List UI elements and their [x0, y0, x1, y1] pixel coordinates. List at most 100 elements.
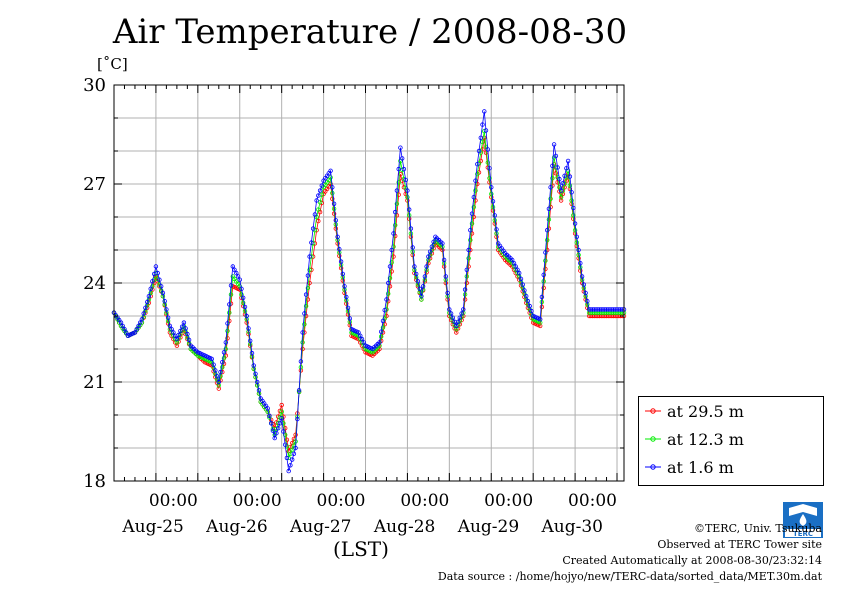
- data-point: [396, 166, 401, 172]
- data-point: [144, 299, 150, 305]
- data-point: [461, 307, 466, 312]
- data-point: [255, 379, 260, 385]
- data-point: [265, 406, 270, 411]
- data-point: [473, 178, 478, 183]
- data-point: [317, 188, 323, 193]
- data-point: [462, 287, 468, 292]
- data-point: [270, 428, 276, 433]
- credits-block: ©TERC, Univ. Tsukuba Observed at TERC To…: [438, 521, 822, 585]
- data-point: [585, 299, 590, 304]
- data-point: [541, 285, 546, 291]
- data-point: [153, 264, 159, 269]
- data-point: [548, 196, 553, 201]
- y-tick-label: 18: [83, 471, 106, 492]
- data-point: [527, 303, 532, 309]
- data-point: [429, 244, 435, 249]
- data-point: [387, 264, 393, 269]
- data-point: [227, 310, 232, 315]
- data-point: [576, 247, 581, 253]
- terc-logo-icon: TERC: [783, 502, 823, 538]
- data-point: [441, 257, 447, 263]
- data-point: [123, 330, 129, 335]
- y-tick-label: 24: [83, 273, 106, 294]
- data-point: [400, 156, 405, 161]
- data-point: [277, 421, 283, 426]
- data-point: [565, 158, 571, 164]
- data-point: [269, 421, 274, 426]
- data-point: [555, 165, 560, 170]
- data-point: [579, 274, 585, 279]
- data-point: [581, 282, 586, 287]
- data-point: [169, 327, 174, 332]
- data-point: [171, 330, 176, 335]
- data-point: [487, 166, 492, 171]
- data-point: [136, 323, 141, 329]
- data-point: [174, 336, 180, 342]
- data-point: [548, 185, 553, 190]
- data-point: [480, 147, 485, 152]
- data-point: [489, 191, 494, 197]
- credits-source: Data source : /home/hojyo/new/TERC-data/…: [437, 570, 822, 583]
- data-point: [494, 227, 499, 232]
- data-point: [281, 429, 286, 434]
- data-point: [283, 442, 288, 447]
- data-point: [221, 350, 227, 355]
- data-point: [490, 199, 496, 204]
- data-point: [572, 227, 578, 233]
- data-point: [524, 294, 529, 299]
- data-point: [412, 264, 417, 269]
- data-point: [379, 334, 384, 339]
- legend-label: at 29.5 m: [667, 401, 744, 421]
- data-point: [492, 213, 497, 218]
- data-point: [228, 292, 234, 297]
- data-point: [307, 267, 312, 272]
- data-point: [391, 231, 396, 236]
- data-point: [331, 201, 337, 206]
- data-point: [347, 316, 352, 321]
- data-point: [389, 269, 394, 274]
- data-point: [384, 297, 389, 302]
- data-point: [279, 416, 284, 421]
- data-point: [389, 247, 394, 253]
- data-point: [420, 284, 426, 289]
- data-point: [455, 319, 461, 324]
- data-point: [300, 340, 305, 345]
- data-point: [475, 161, 480, 167]
- data-point: [240, 295, 246, 300]
- data-point: [251, 363, 256, 368]
- data-point: [457, 315, 462, 320]
- data-point: [443, 274, 448, 279]
- data-point: [185, 331, 190, 337]
- legend-marker-12-3m-icon: [645, 436, 661, 442]
- data-point: [405, 188, 410, 193]
- chart-legend: at 29.5 m at 12.3 m at 1.6 m: [638, 396, 824, 486]
- data-point: [583, 290, 588, 296]
- data-point: [143, 305, 148, 310]
- data-point: [394, 201, 400, 206]
- data-point: [469, 221, 475, 226]
- data-point: [314, 198, 319, 203]
- data-point: [239, 286, 244, 291]
- data-point: [176, 332, 181, 338]
- data-point: [120, 323, 125, 329]
- data-point: [564, 166, 569, 171]
- data-point: [158, 284, 164, 289]
- data-point: [558, 194, 564, 200]
- data-point: [398, 145, 403, 150]
- data-point: [445, 290, 450, 296]
- data-point: [286, 468, 291, 474]
- data-point: [489, 185, 494, 190]
- data-point: [267, 413, 272, 418]
- data-point: [490, 204, 496, 210]
- data-point: [134, 327, 139, 332]
- data-point: [448, 311, 454, 316]
- data-point: [122, 327, 127, 332]
- data-point: [186, 337, 192, 343]
- data-point: [141, 311, 146, 316]
- data-point: [558, 188, 564, 193]
- credits-site: Observed at TERC Tower site: [657, 538, 822, 551]
- data-point: [572, 221, 578, 226]
- data-point: [209, 356, 214, 362]
- data-point: [543, 258, 548, 263]
- data-point: [511, 261, 517, 266]
